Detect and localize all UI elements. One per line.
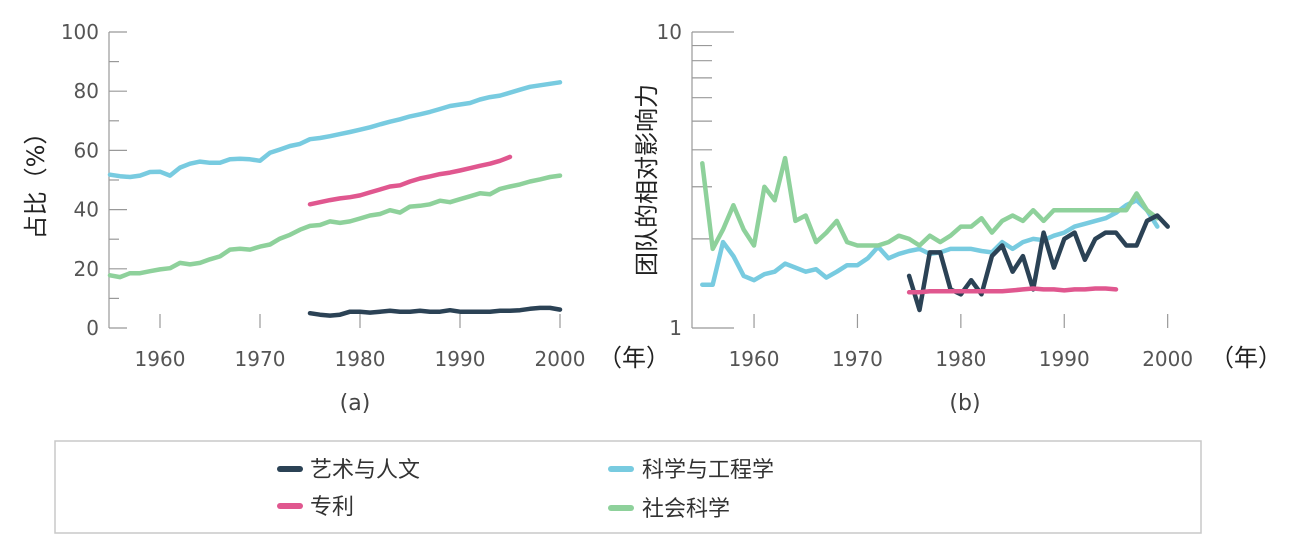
panel-b-x-tick-label: 1980 [935,347,986,371]
panel-b-y-tick-label: 10 [657,20,682,44]
panel-a-y-ticks: 0 20 40 60 80 100 [61,20,127,340]
legend-label-patents: 专利 [310,495,354,520]
panel-a-y-tick-label: 100 [61,20,99,44]
panel-b-y-ticks: 1 10 [657,20,734,340]
panel-a-y-axis-title: 占比（%） [22,121,50,240]
panel-b-series [700,155,1170,313]
panel-b-line-science [700,198,1160,287]
panel-a-y-tick-label: 60 [74,138,99,162]
panel-b-x-tick-label: 1960 [729,347,780,371]
legend-item-social: 社会科学 [608,497,730,522]
panel-a-line-science [107,80,563,180]
panel-a-x-tick-label: 1960 [135,347,186,371]
panel-a-line-social [107,173,563,280]
legend-item-patents: 专利 [277,495,354,520]
panel-a-label: (a) [340,391,371,416]
panel-b-line-patents [906,286,1119,295]
legend: 艺术与人文 专利 科学与工程学 社会科学 [54,440,1202,534]
panel-b-x-ticks: 1960 1970 1980 1990 2000 [729,314,1193,371]
legend-label-arts: 艺术与人文 [310,458,420,483]
panel-b-x-tick-label: 1990 [1039,347,1090,371]
panel-b-line-social [700,155,1160,252]
panel-a-x-ticks: 1960 1970 1980 1990 2000 [135,314,586,371]
panel-b-y-tick-label: 1 [669,316,682,340]
panel-a-y-tick-label: 40 [74,198,99,222]
panel-a-x-tick-label: 1990 [435,347,486,371]
panel-b-x-unit: （年） [1210,344,1282,372]
panel-b-label: (b) [949,391,980,416]
legend-label-science: 科学与工程学 [642,458,774,483]
panel-a-y-tick-label: 20 [74,257,99,281]
panel-a-y-tick-label: 80 [74,79,99,103]
panel-a-y-tick-label: 0 [86,316,99,340]
panel-b-y-axis-title: 团队的相对影响力 [633,84,661,276]
panel-a-x-tick-label: 1970 [235,347,286,371]
chart-panel-b: 1 10 1960 1970 1980 1990 2000 团队的相对影响力 （年） (b… [633,20,1282,416]
legend-item-science: 科学与工程学 [608,458,774,483]
panel-a-line-patents [307,154,513,207]
legend-label-social: 社会科学 [642,497,730,522]
panel-a-x-tick-label: 1980 [335,347,386,371]
panel-a-line-arts [307,305,563,318]
panel-b-x-tick-label: 2000 [1142,347,1193,371]
legend-box [54,440,1202,534]
panel-b-x-tick-label: 1970 [832,347,883,371]
panel-b-line-arts [906,213,1170,313]
panel-a-x-tick-label: 2000 [535,347,586,371]
legend-item-arts: 艺术与人文 [277,458,420,483]
panel-a-series [107,80,563,318]
panel-a-x-unit: （年） [598,344,670,372]
